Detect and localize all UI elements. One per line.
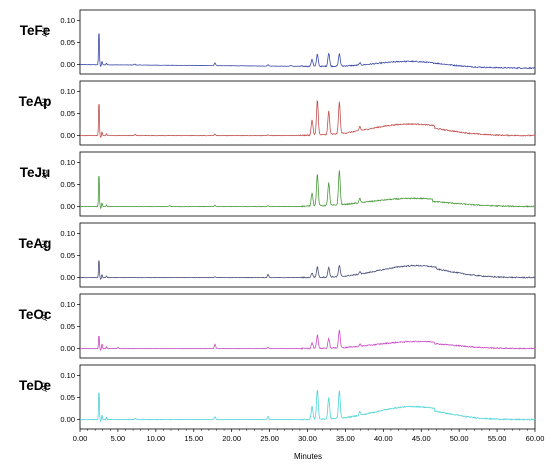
- panel-frame: [79, 80, 536, 146]
- y-axis-label: AU: [42, 240, 49, 250]
- x-tick-label: 55.00: [488, 434, 507, 443]
- y-tick-label: 0.00: [60, 60, 75, 69]
- y-tick-label: 0.10: [60, 87, 75, 96]
- y-axis-label: AU: [42, 98, 49, 108]
- y-tick-label: 0.10: [60, 371, 75, 380]
- x-axis-label: Minutes: [294, 452, 322, 461]
- y-tick-label: 0.05: [60, 322, 75, 331]
- panel-stack: 0.000.050.10AUTeFe0.000.050.10AUTeAp0.00…: [19, 9, 536, 430]
- panel-frame: [79, 222, 536, 288]
- y-tick-label: 0.00: [60, 202, 75, 211]
- y-tick-label: 0.10: [60, 300, 75, 309]
- panel-label: TeDe: [19, 378, 52, 393]
- panel-label: TeJu: [20, 165, 51, 180]
- y-tick-label: 0.10: [60, 16, 75, 25]
- x-tick-label: 0.00: [73, 434, 88, 443]
- x-tick-label: 10.00: [146, 434, 165, 443]
- y-tick-label: 0.00: [60, 344, 75, 353]
- trace-teju: [79, 170, 536, 210]
- y-tick-label: 0.00: [60, 415, 75, 424]
- y-tick-label: 0.10: [60, 229, 75, 238]
- y-tick-label: 0.00: [60, 131, 75, 140]
- panel-label: TeAp: [19, 94, 52, 109]
- y-tick-label: 0.10: [60, 158, 75, 167]
- x-tick-label: 20.00: [222, 434, 241, 443]
- trace-teoc: [79, 329, 536, 351]
- y-tick-label: 0.05: [60, 251, 75, 260]
- y-axis-label: AU: [42, 382, 49, 392]
- y-tick-label: 0.00: [60, 273, 75, 282]
- y-axis-label: AU: [42, 27, 49, 37]
- x-tick-label: 45.00: [412, 434, 431, 443]
- x-tick-label: 25.00: [260, 434, 279, 443]
- panel-frame: [79, 293, 536, 359]
- x-tick-label: 15.00: [184, 434, 203, 443]
- trace-tede: [80, 390, 536, 423]
- y-axis-label: AU: [42, 311, 49, 321]
- x-tick-label: 30.00: [298, 434, 317, 443]
- panel-label: TeAg: [19, 236, 52, 251]
- x-tick-label: 5.00: [111, 434, 126, 443]
- y-tick-label: 0.05: [60, 393, 75, 402]
- x-tick-label: 40.00: [374, 434, 393, 443]
- panel-frame: [79, 151, 536, 217]
- panel-frame: [79, 9, 536, 75]
- x-axis: 0.00 5.00 10.00 15.00 20.00 25.00 30.00 35.00 40…: [73, 429, 545, 443]
- trace-teap: [79, 99, 536, 139]
- x-tick-label: 50.00: [450, 434, 469, 443]
- x-tick-label: 35.00: [336, 434, 355, 443]
- trace-teag: [79, 260, 536, 281]
- y-tick-label: 0.05: [60, 38, 75, 47]
- x-tick-label: 60.00: [526, 434, 545, 443]
- y-tick-label: 0.05: [60, 109, 75, 118]
- y-tick-label: 0.05: [60, 180, 75, 189]
- panel-label: TeOc: [19, 307, 52, 322]
- panel-label: TeFe: [20, 23, 51, 38]
- trace-tefe: [79, 33, 536, 70]
- y-axis-label: AU: [42, 169, 49, 179]
